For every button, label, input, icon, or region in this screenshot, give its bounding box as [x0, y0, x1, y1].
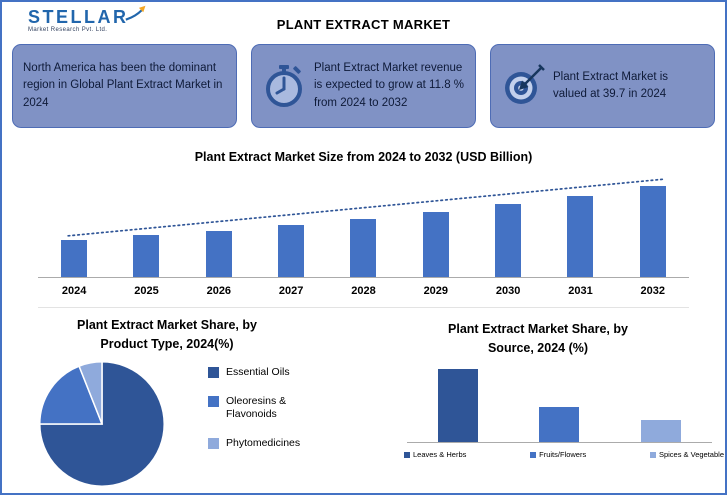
source-legend-item: Leaves & Herbs: [404, 450, 466, 459]
x-tick-2026: 2026: [206, 285, 232, 297]
x-tick-2027: 2027: [278, 285, 304, 297]
bar-2029: [422, 212, 449, 277]
legend-label: Phytomedicines: [226, 436, 301, 449]
page-title: PLANT EXTRACT MARKET: [276, 17, 451, 32]
legend-label: Oleoresins & Flavonoids: [226, 394, 287, 421]
bar-2024: [61, 239, 88, 277]
callout-growth: Plant Extract Market revenue is expected…: [251, 44, 476, 128]
x-tick-2029: 2029: [423, 285, 449, 297]
source-plot: [407, 366, 712, 443]
legend-swatch: [208, 437, 219, 449]
product-legend-item: Phytomedicines: [208, 437, 320, 451]
source-legend-item: Spices & Vegetable: [649, 450, 724, 459]
product-legend-item: Essential Oils: [208, 366, 320, 380]
callout-region: North America has been the dominant regi…: [12, 44, 237, 128]
legend-swatch: [530, 451, 537, 458]
bar-column-2026: [183, 174, 255, 277]
bar-2031: [567, 195, 594, 277]
legend-label: Leaves & Herbs: [413, 450, 467, 459]
product-pie: [39, 361, 165, 487]
market-size-title: Plant Extract Market Size from 2024 to 2…: [194, 150, 533, 164]
callout-row: North America has been the dominant regi…: [12, 44, 715, 128]
bar-2025: [133, 235, 160, 277]
bar-2027: [278, 225, 305, 277]
pie-slice-Oleoresins & Flavonoids: [39, 365, 104, 425]
legend-swatch: [208, 367, 219, 378]
logo-tagline: Market Research Pvt. Ltd.: [28, 27, 108, 33]
source-share-title: Plant Extract Market Share, by Source, 2…: [448, 322, 628, 356]
source-legend: Leaves & Herbs Fruits/Flowers Spices & Veg…: [400, 450, 725, 459]
bar-Leaves & Herbs: [437, 368, 478, 442]
callout-growth-text: Plant Extract Market revenue is expected…: [314, 62, 465, 109]
legend-swatch: [404, 451, 410, 458]
logo-arrow-icon: [124, 5, 145, 21]
legend-label: Spices & Vegetable: [658, 450, 724, 459]
bar-column-2031: [544, 174, 616, 277]
bar-2026: [205, 230, 232, 277]
bar-column-2029: [400, 174, 472, 277]
bar-column-2027: [255, 174, 327, 277]
bar-column-2028: [327, 174, 399, 277]
bar-column-2025: [110, 174, 182, 277]
product-share-title: Plant Extract Market Share, by Product T…: [77, 318, 257, 352]
legend-swatch: [208, 395, 219, 407]
bar-column-2032: [617, 174, 689, 277]
bar-column-2030: [472, 174, 544, 277]
stellar-logo: STELLAR Market Research Pvt. Ltd.: [28, 5, 147, 33]
callout-value: Plant Extract Market is valued at 39.7 i…: [490, 44, 715, 128]
logo-wordmark: STELLAR: [28, 7, 129, 27]
bar-2030: [495, 204, 522, 277]
market-size-bars: [38, 174, 689, 278]
callout-region-text: North America has been the dominant regi…: [23, 62, 223, 109]
x-tick-2030: 2030: [495, 285, 521, 297]
pie-slice-Phytomedicines: [78, 361, 103, 425]
x-tick-2028: 2028: [351, 285, 376, 297]
x-tick-2032: 2032: [640, 285, 666, 297]
legend-label: Essential Oils: [226, 366, 290, 378]
market-size-chart: 2024 2025 2026 2027 2028 2029 2030 2031 2032: [38, 174, 689, 308]
callout-value-text: Plant Extract Market is valued at 39.7 i…: [553, 70, 669, 100]
legend-swatch: [649, 451, 656, 458]
bar-Fruits/Flowers: [539, 406, 580, 442]
bar-2028: [350, 218, 377, 277]
target-dart-icon: [501, 64, 545, 108]
market-size-x-labels: 2024 2025 2026 2027 2028 2029 2030 2031 2032: [38, 278, 689, 308]
x-tick-2025: 2025: [134, 285, 159, 297]
product-legend: Essential Oils Oleoresins & Flavonoids Phy…: [208, 366, 320, 466]
logo-row: STELLAR: [28, 5, 147, 28]
bar-Spices & Vegetable: [641, 419, 682, 442]
x-tick-2024: 2024: [61, 285, 87, 297]
stopwatch-icon: [262, 64, 306, 108]
bar-column-2024: [38, 174, 110, 277]
product-legend-item: Oleoresins & Flavonoids: [208, 395, 320, 422]
x-tick-2031: 2031: [568, 285, 593, 297]
source-legend-item: Fruits/Flowers: [530, 450, 586, 459]
legend-label: Fruits/Flowers: [539, 450, 587, 459]
bar-2032: [639, 186, 666, 277]
